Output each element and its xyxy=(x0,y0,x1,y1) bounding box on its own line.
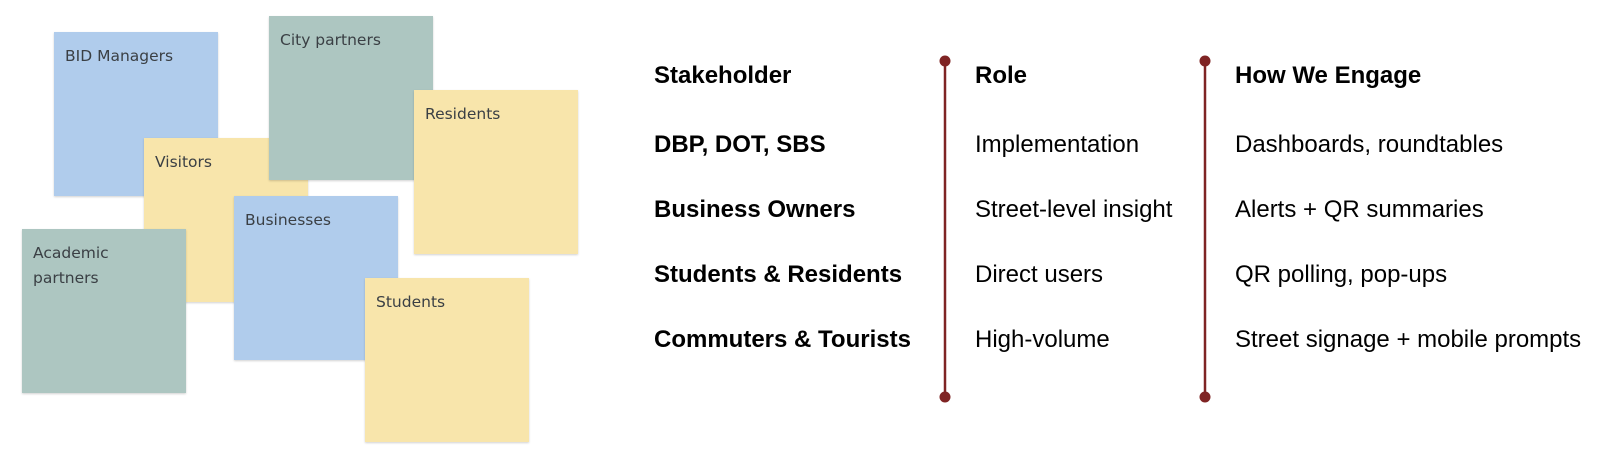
role-cell: Implementation xyxy=(975,131,1140,158)
sticky-note-label: City partners xyxy=(280,31,381,49)
sticky-note-label: Businesses xyxy=(245,211,331,229)
stakeholder-cell: Commuters & Tourists xyxy=(654,326,911,353)
sticky-note-residents: Residents xyxy=(414,90,578,254)
engage-cell: Alerts + QR summaries xyxy=(1235,196,1484,223)
stakeholder-cell: DBP, DOT, SBS xyxy=(654,131,826,158)
sticky-note-students: Students xyxy=(365,278,529,442)
sticky-note-label: Residents xyxy=(425,105,501,123)
header-role: Role xyxy=(975,62,1028,89)
sticky-note-label: Students xyxy=(376,293,446,311)
engage-cell: Street signage + mobile prompts xyxy=(1235,326,1582,353)
sticky-note-label: Visitors xyxy=(155,153,212,171)
header-stakeholder: Stakeholder xyxy=(654,62,792,89)
stakeholder-cell: Business Owners xyxy=(654,196,856,223)
role-cell: Street-level insight xyxy=(975,196,1173,223)
stakeholder-cell: Students & Residents xyxy=(654,261,903,288)
sticky-note-city-partners: City partners xyxy=(269,16,433,180)
engage-cell: Dashboards, roundtables xyxy=(1235,131,1504,158)
sticky-note-label: Academic partners xyxy=(33,244,109,287)
sticky-note-academic-partners: Academic partners xyxy=(22,229,186,393)
divider-role-engage xyxy=(1199,55,1211,403)
engage-cell: QR polling, pop-ups xyxy=(1235,261,1448,288)
divider-stakeholder-role xyxy=(939,55,951,403)
role-cell: Direct users xyxy=(975,261,1104,288)
sticky-note-bid-managers: BID Managers xyxy=(54,32,218,196)
header-how-we-engage: How We Engage xyxy=(1235,62,1422,89)
sticky-note-label: BID Managers xyxy=(65,47,174,65)
role-cell: High-volume xyxy=(975,326,1110,353)
